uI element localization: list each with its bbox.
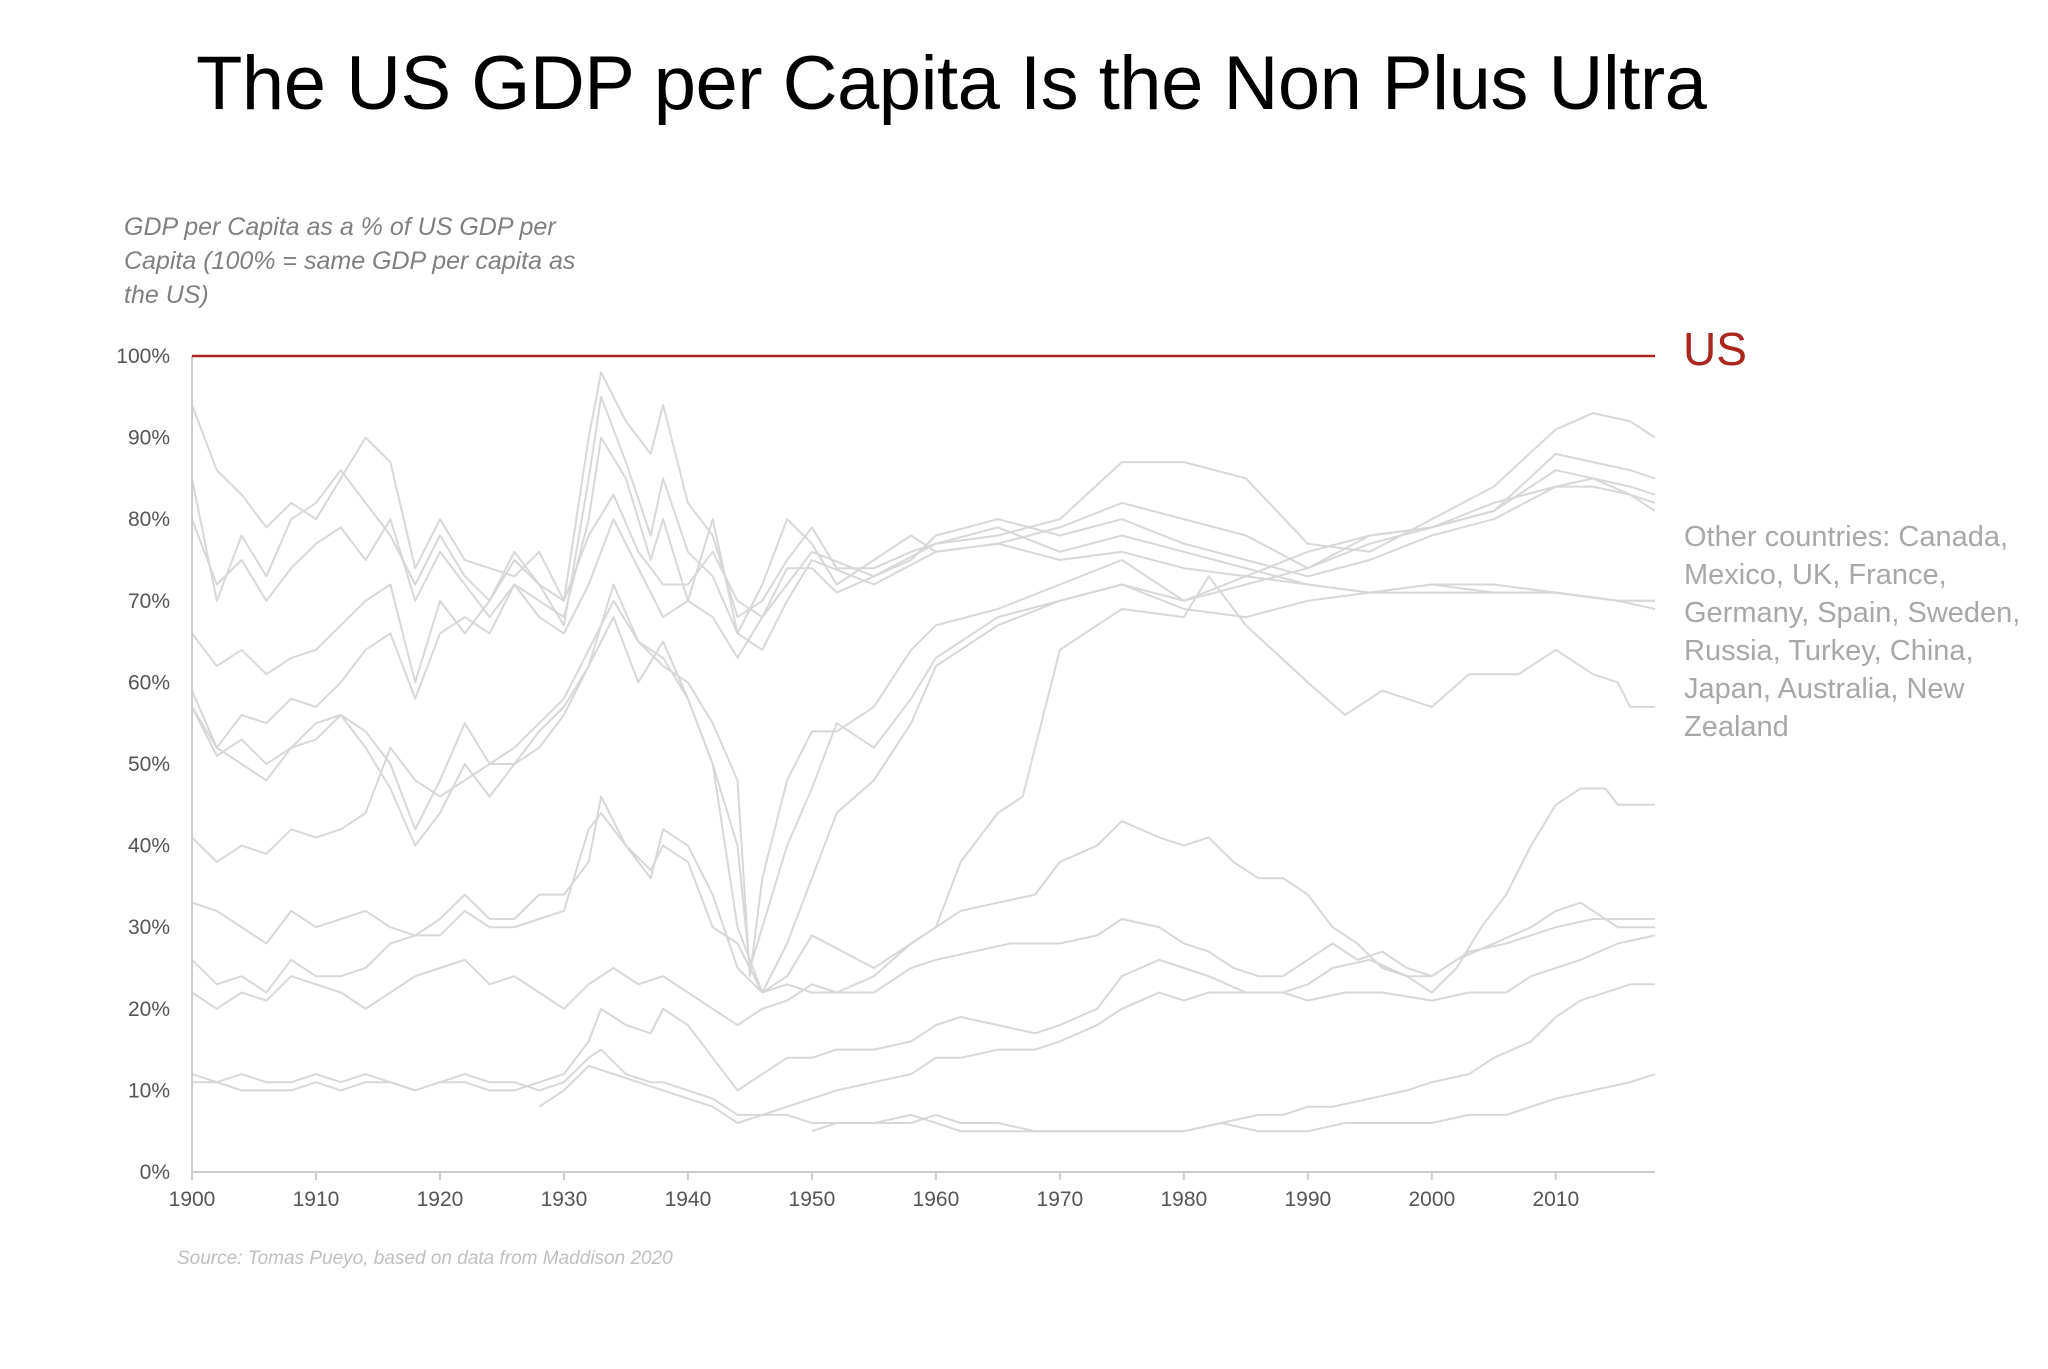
tick-labels: 1900 1910 1920 1930 1940 1950 1960 1970 1980 1990… bbox=[116, 345, 1579, 1211]
y-tick-50: 50% bbox=[128, 753, 170, 776]
y-tick-100: 100% bbox=[116, 345, 170, 368]
y-tick-80: 80% bbox=[128, 508, 170, 531]
y-tick-90: 90% bbox=[128, 427, 170, 450]
other-countries-note: Other countries: Canada, Mexico, UK, Fra… bbox=[1684, 521, 2021, 743]
y-tick-70: 70% bbox=[128, 590, 170, 613]
y-tick-10: 10% bbox=[128, 1079, 170, 1102]
x-tick-label: 1920 bbox=[417, 1188, 464, 1211]
country-line-5 bbox=[191, 518, 1655, 749]
x-tick-1950: 1950 bbox=[789, 1172, 836, 1211]
y-tick-label: 60% bbox=[128, 671, 170, 694]
y-tick-label: 30% bbox=[128, 916, 170, 939]
country-line-13 bbox=[191, 918, 1655, 1092]
x-tick-1920: 1920 bbox=[417, 1172, 464, 1211]
x-tick-label: 1980 bbox=[1161, 1188, 1208, 1211]
x-tick-label: 1910 bbox=[293, 1188, 340, 1211]
x-tick-label: 1900 bbox=[169, 1188, 216, 1211]
x-tick-label: 1930 bbox=[541, 1188, 588, 1211]
y-tick-60: 60% bbox=[128, 671, 170, 694]
country-line-8 bbox=[191, 583, 1655, 994]
country-line-1 bbox=[191, 371, 1656, 619]
source-note: Source: Tomas Pueyo, based on data from … bbox=[177, 1248, 673, 1269]
y-tick-label: 50% bbox=[128, 753, 170, 776]
y-tick-label: 90% bbox=[128, 427, 170, 450]
x-tick-1960: 1960 bbox=[913, 1172, 960, 1211]
x-tick-1930: 1930 bbox=[541, 1172, 588, 1211]
y-tick-label: 40% bbox=[128, 835, 170, 858]
x-tick-1900: 1900 bbox=[169, 1172, 216, 1211]
country-line-10 bbox=[191, 787, 1655, 994]
y-tick-label: 80% bbox=[128, 508, 170, 531]
y-tick-20: 20% bbox=[128, 998, 170, 1021]
x-tick-2000: 2000 bbox=[1408, 1172, 1455, 1211]
y-tick-label: 70% bbox=[128, 590, 170, 613]
y-tick-0: 0% bbox=[140, 1161, 170, 1184]
country-line-9 bbox=[191, 575, 1655, 994]
x-tick-label: 1940 bbox=[665, 1188, 712, 1211]
x-tick-1990: 1990 bbox=[1284, 1172, 1331, 1211]
country-line-3 bbox=[191, 436, 1656, 659]
x-tick-label: 1950 bbox=[789, 1188, 836, 1211]
y-tick-label: 20% bbox=[128, 998, 170, 1021]
chart-title: The US GDP per Capita Is the Non Plus Ul… bbox=[196, 41, 1707, 126]
x-tick-1980: 1980 bbox=[1161, 1172, 1208, 1211]
country-line-2 bbox=[191, 395, 1656, 635]
x-tick-label: 2010 bbox=[1532, 1188, 1579, 1211]
country-line-14 bbox=[538, 934, 1656, 1124]
us-series-label: US bbox=[1683, 323, 1747, 375]
y-axis-label: GDP per Capita as a % of US GDP per Capi… bbox=[124, 213, 576, 309]
country-line-6 bbox=[191, 485, 1656, 978]
y-tick-40: 40% bbox=[128, 835, 170, 858]
x-tick-1910: 1910 bbox=[293, 1172, 340, 1211]
x-tick-1970: 1970 bbox=[1037, 1172, 1084, 1211]
x-tick-label: 2000 bbox=[1408, 1188, 1455, 1211]
y-tick-30: 30% bbox=[128, 916, 170, 939]
x-tick-2010: 2010 bbox=[1532, 1172, 1579, 1211]
y-tick-label: 10% bbox=[128, 1079, 170, 1102]
x-tick-1940: 1940 bbox=[665, 1172, 712, 1211]
axes bbox=[191, 356, 1655, 1173]
y-tick-label: 100% bbox=[116, 345, 170, 368]
x-tick-label: 1960 bbox=[913, 1188, 960, 1211]
country-line-7 bbox=[191, 469, 1656, 969]
country-line-11 bbox=[191, 901, 1655, 1027]
x-tick-label: 1990 bbox=[1284, 1188, 1331, 1211]
country-line-15 bbox=[811, 983, 1655, 1133]
y-tick-label: 0% bbox=[140, 1161, 170, 1184]
x-tick-label: 1970 bbox=[1037, 1188, 1084, 1211]
other-countries-lines bbox=[191, 371, 1656, 1133]
